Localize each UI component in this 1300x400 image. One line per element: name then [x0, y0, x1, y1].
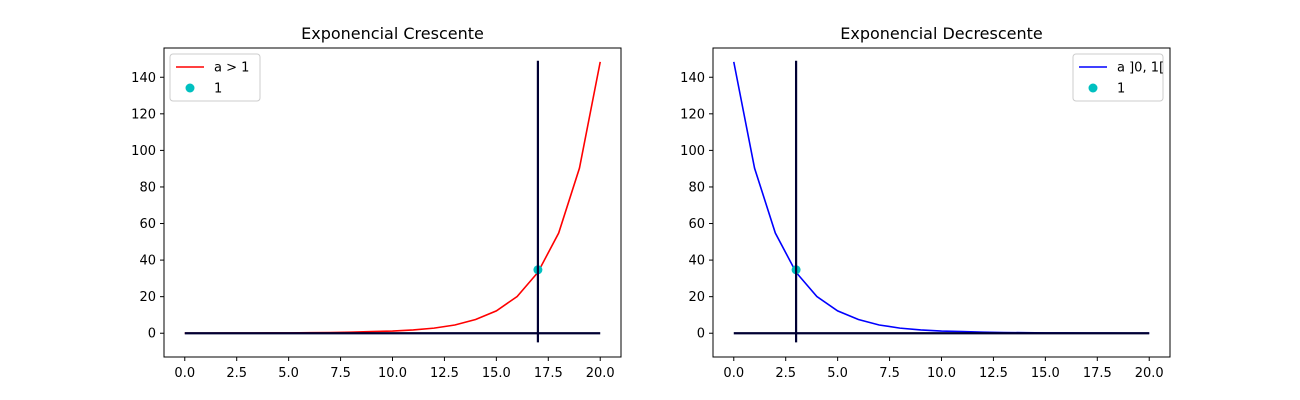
legend-point-swatch	[185, 83, 195, 93]
y-tick-label: 140	[680, 71, 705, 86]
legend-point-swatch	[1088, 83, 1098, 93]
legend: a > 1 1	[169, 53, 261, 102]
y-tick-label: 80	[688, 180, 705, 195]
y-tick-label: 100	[680, 144, 705, 159]
y-tick-label: 140	[131, 71, 156, 86]
y-tick-label: 100	[131, 144, 156, 159]
y-tick-label: 60	[139, 217, 156, 232]
y-tick-label: 40	[139, 254, 156, 269]
legend-label-point: 1	[1117, 82, 1125, 97]
x-tick-label: 7.5	[879, 366, 900, 381]
x-tick-label: 15.0	[1031, 366, 1060, 381]
y-tick-label: 80	[139, 180, 156, 195]
x-tick-label: 2.5	[226, 366, 247, 381]
legend-label-series: a ]0, 1[	[1117, 61, 1164, 76]
y-tick-label: 20	[139, 290, 156, 305]
x-tick-label: 20.0	[586, 366, 615, 381]
x-tick-label: 10.0	[927, 366, 956, 381]
y-tick-label: 0	[148, 327, 156, 342]
x-tick-label: 2.5	[775, 366, 796, 381]
x-tick-label: 5.0	[278, 366, 299, 381]
legend: a ]0, 1[ 1	[1072, 53, 1164, 102]
x-tick-label: 17.5	[534, 366, 563, 381]
x-tick-label: 10.0	[378, 366, 407, 381]
x-tick-label: 0.0	[723, 366, 744, 381]
y-tick-label: 20	[688, 290, 705, 305]
x-tick-label: 12.5	[979, 366, 1008, 381]
y-tick-label: 60	[688, 217, 705, 232]
y-tick-label: 0	[697, 327, 705, 342]
x-tick-label: 12.5	[430, 366, 459, 381]
chart-panel-1: Exponencial Crescente 0.0 2.5 5.0 7.5 10.0 12.…	[131, 24, 622, 381]
x-tick-label: 0.0	[174, 366, 195, 381]
x-tick-label: 15.0	[482, 366, 511, 381]
y-tick-label: 120	[131, 107, 156, 122]
chart-title: Exponencial Decrescente	[840, 24, 1043, 43]
legend-label-point: 1	[214, 82, 222, 97]
x-tick-label: 17.5	[1083, 366, 1112, 381]
y-tick-label: 40	[688, 254, 705, 269]
x-tick-label: 5.0	[827, 366, 848, 381]
x-tick-label: 7.5	[330, 366, 351, 381]
chart-title: Exponencial Crescente	[301, 24, 484, 43]
y-tick-label: 120	[680, 107, 705, 122]
x-tick-label: 20.0	[1135, 366, 1164, 381]
chart-panel-2: Exponencial Decrescente 0.0 2.5 5.0 7.5 10.0 1…	[680, 24, 1171, 381]
legend-label-series: a > 1	[214, 61, 249, 76]
